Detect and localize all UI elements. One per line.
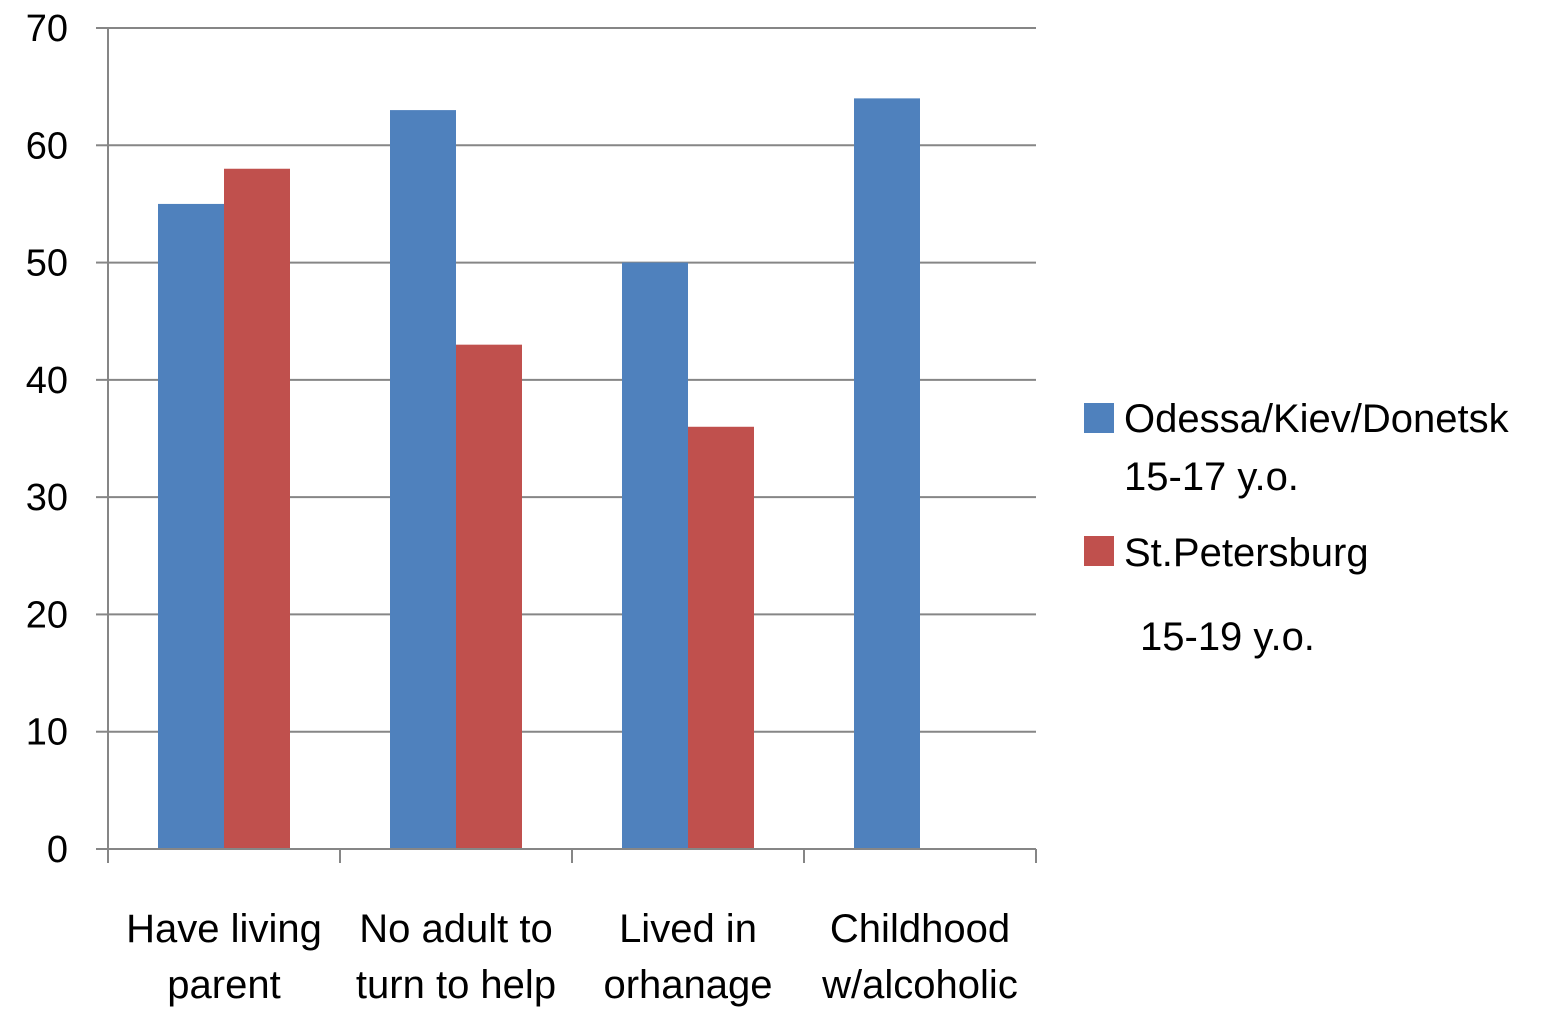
y-tick-label: 40 — [26, 360, 68, 402]
bar-st-petersburg-0 — [224, 168, 290, 849]
legend-label: 15-17 y.o. — [1124, 455, 1299, 499]
bar-odessa-kiev-donetsk-0 — [158, 203, 224, 849]
x-category-label: w/alcoholic — [821, 963, 1018, 1007]
x-category-label: No adult to — [359, 907, 552, 951]
y-tick-label: 10 — [26, 712, 68, 754]
legend-label: 15-19 y.o. — [1140, 615, 1315, 659]
y-tick-label: 50 — [26, 243, 68, 285]
y-tick-label: 30 — [26, 477, 68, 519]
bar-st-petersburg-2 — [688, 426, 754, 849]
y-tick-label: 60 — [26, 125, 68, 167]
y-tick-label: 20 — [26, 594, 68, 636]
x-category-label: Childhood — [830, 907, 1010, 951]
x-category-label: parent — [167, 963, 280, 1007]
x-category-label: turn to help — [356, 963, 556, 1007]
x-category-label: Have living — [126, 907, 322, 951]
y-tick-label: 70 — [26, 8, 68, 50]
y-tick-label: 0 — [47, 829, 68, 871]
legend-swatch-odessa-kiev-donetsk — [1084, 403, 1114, 433]
legend-swatch-st-petersburg — [1084, 536, 1114, 566]
bar-odessa-kiev-donetsk-2 — [622, 262, 688, 850]
legend-label: St.Petersburg — [1124, 531, 1369, 575]
legend-label: Odessa/Kiev/Donetsk — [1124, 397, 1510, 441]
x-category-label: orhanage — [603, 963, 772, 1007]
bar-odessa-kiev-donetsk-3 — [854, 98, 920, 849]
bar-odessa-kiev-donetsk-1 — [390, 110, 456, 850]
x-category-label: Lived in — [619, 907, 757, 951]
bar-st-petersburg-1 — [456, 344, 522, 849]
